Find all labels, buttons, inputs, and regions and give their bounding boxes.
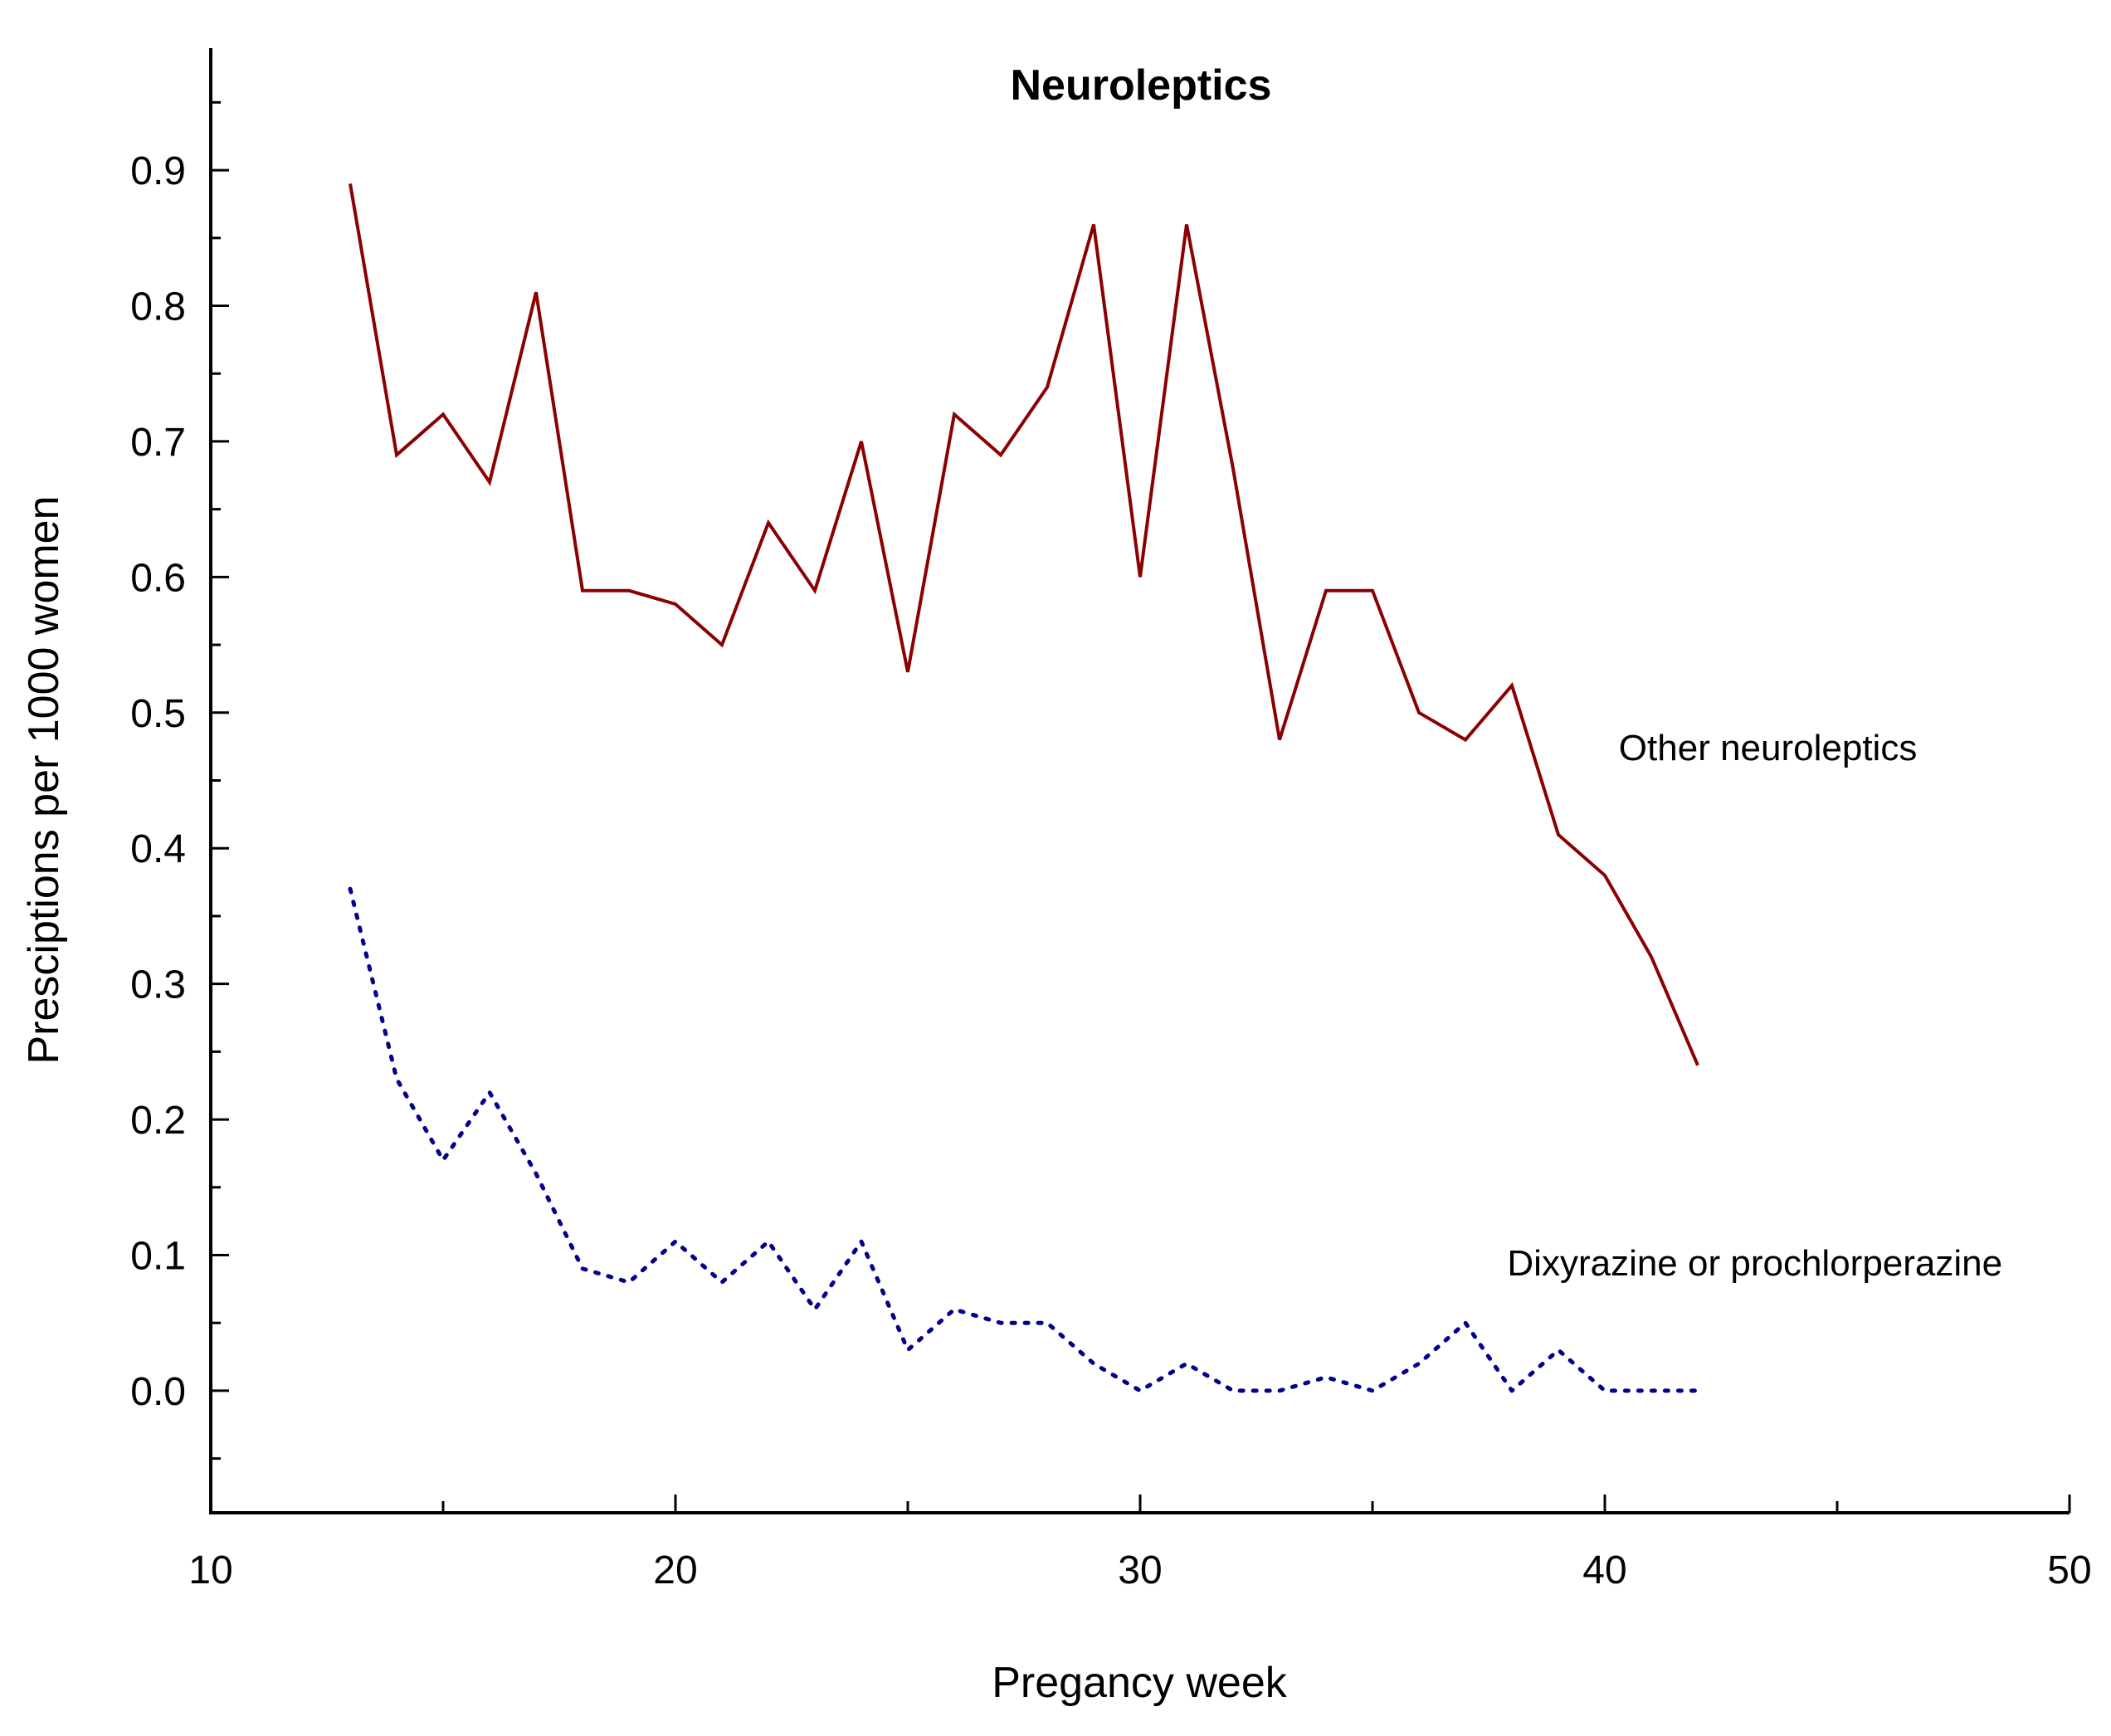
y-tick-label: 0.7 [130, 421, 186, 465]
series-label-2: Dixyrazine or prochlorperazine [1507, 1243, 2002, 1284]
axes [209, 48, 2070, 1514]
data-point [1091, 1361, 1096, 1366]
x-axis-title: Pregancy week [992, 1659, 1288, 1707]
y-tick-label: 0.8 [130, 285, 186, 329]
data-point [1045, 1320, 1050, 1325]
x-tick-label: 10 [188, 1548, 232, 1592]
x-tick-label: 20 [653, 1548, 697, 1592]
x-tick-label: 40 [1582, 1548, 1626, 1592]
x-tick-label: 50 [2047, 1548, 2091, 1592]
y-tick-label: 0.0 [130, 1370, 186, 1414]
data-point [673, 602, 678, 607]
data-point [1370, 1388, 1375, 1393]
data-point [348, 181, 353, 186]
data-point [1277, 1388, 1282, 1393]
data-point [1463, 737, 1468, 742]
y-tick-label: 0.9 [130, 149, 186, 193]
data-point [1138, 574, 1143, 579]
data-point [1324, 588, 1329, 593]
data-point [1649, 1388, 1654, 1393]
data-point [1045, 385, 1050, 390]
data-point [859, 1239, 864, 1244]
data-point [1556, 832, 1561, 837]
data-point [905, 1348, 910, 1353]
data-point [441, 412, 446, 417]
data-point [952, 1307, 957, 1312]
y-tick-label: 0.3 [130, 963, 186, 1007]
data-point [1556, 1348, 1561, 1353]
chart-title: Neuroleptics [1011, 61, 1272, 110]
data-point [534, 1171, 539, 1176]
data-point [1277, 737, 1282, 742]
data-point [1324, 1375, 1329, 1380]
data-point [1231, 466, 1236, 471]
data-point [348, 886, 353, 891]
data-point [1695, 1063, 1700, 1068]
data-point [998, 452, 1003, 457]
data-point [1416, 1361, 1421, 1366]
x-tick-label: 30 [1118, 1548, 1162, 1592]
data-point [1695, 1388, 1700, 1393]
data-point [905, 670, 910, 675]
data-point [812, 588, 817, 593]
data-point [812, 1307, 817, 1312]
data-point [766, 520, 771, 525]
data-point [487, 480, 492, 485]
data-point [534, 290, 539, 295]
data-point [1184, 1361, 1189, 1366]
data-point [1091, 222, 1096, 227]
series-labels: Other neuroleptics Dixyrazine or prochlor… [1507, 728, 2002, 1284]
data-point [1231, 1388, 1236, 1393]
ticks: 10 20 30 40 50 0.0 0.1 0.2 0.3 0.4 0.5 0.6 0.7 0.8 0.9 [130, 100, 2092, 1592]
y-tick-label: 0.6 [130, 556, 186, 600]
series-line-1 [349, 183, 1699, 1066]
data-point [766, 1239, 771, 1244]
data-point [1138, 1388, 1143, 1393]
data-point [580, 588, 585, 593]
data-point [719, 642, 724, 647]
data-point [1602, 1388, 1607, 1393]
y-tick-label: 0.1 [130, 1234, 186, 1278]
data-point [952, 412, 957, 417]
data-point [859, 439, 864, 444]
data-point [1649, 954, 1654, 959]
data-point [1602, 873, 1607, 878]
y-tick-label: 0.5 [130, 692, 186, 736]
y-tick-label: 0.2 [130, 1099, 186, 1143]
data-point [719, 1280, 724, 1285]
data-point [1370, 588, 1375, 593]
data-point [626, 588, 631, 593]
data-point [673, 1239, 678, 1244]
data-point [487, 1090, 492, 1095]
series-label-1: Other neuroleptics [1619, 728, 1918, 768]
y-axis-title: Presciptions per 1000 women [20, 495, 68, 1064]
data-point [1416, 710, 1421, 715]
data-point [1184, 222, 1189, 227]
data-point [1509, 683, 1514, 688]
data-point [998, 1320, 1003, 1325]
series-line-2 [348, 886, 1700, 1393]
data-point [394, 452, 399, 457]
y-tick-label: 0.4 [130, 827, 186, 871]
data-point [580, 1266, 585, 1271]
data-point [441, 1158, 446, 1163]
data-point [626, 1280, 631, 1285]
data-point [394, 1076, 399, 1081]
data-point [1463, 1320, 1468, 1325]
series [348, 181, 1700, 1393]
data-point [1509, 1388, 1514, 1393]
